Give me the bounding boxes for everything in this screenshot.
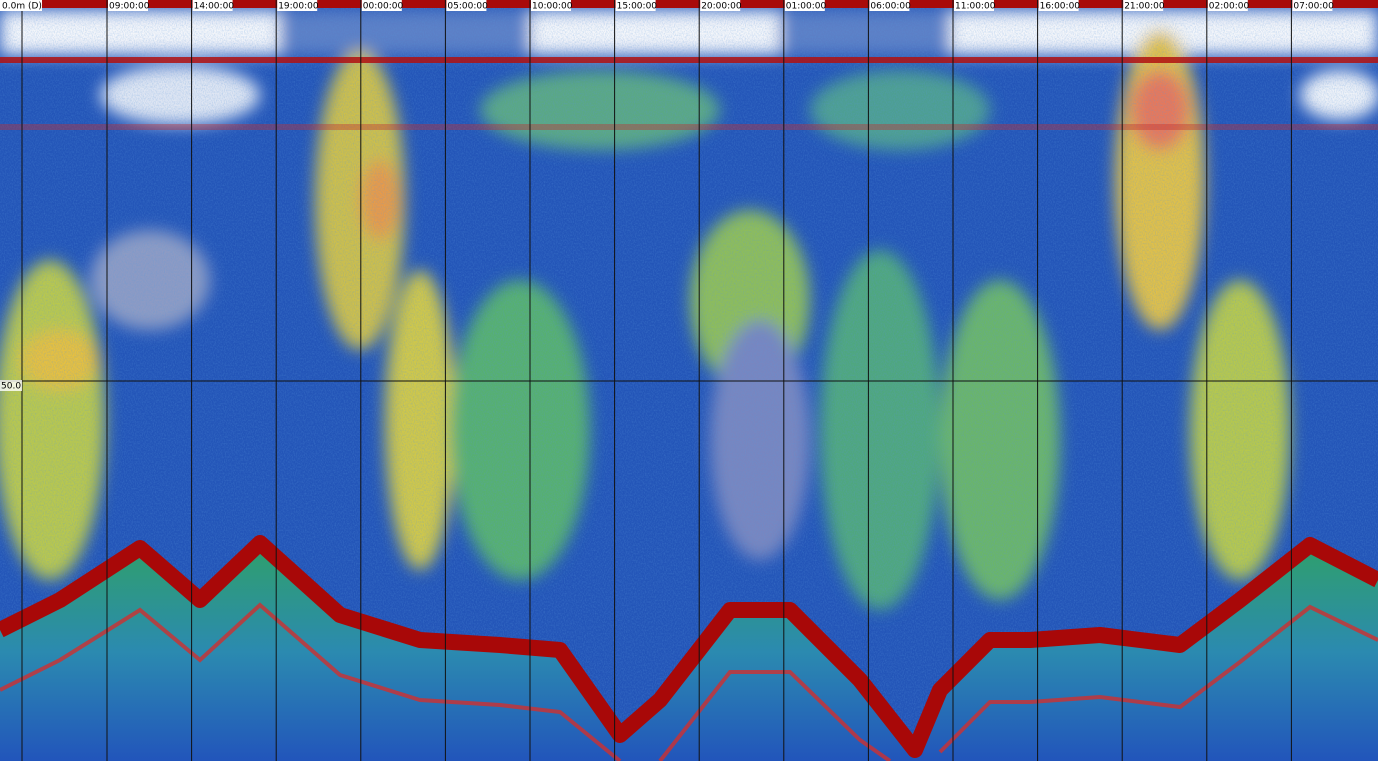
label-bg <box>108 0 148 11</box>
label-bg <box>361 0 402 11</box>
label-bg <box>1123 0 1164 11</box>
time-label: 01:00:00 <box>786 2 827 12</box>
label-bg <box>869 0 910 11</box>
top-bar <box>0 0 1378 8</box>
label-bg <box>0 0 42 11</box>
scatter-layer <box>0 124 1378 130</box>
label-bg <box>531 0 571 11</box>
time-label: 09:00:00 <box>109 2 150 12</box>
sub-bottom <box>0 543 1378 761</box>
depth-label: 0.0m (D) <box>2 2 42 12</box>
time-label: 02:00:00 <box>1209 2 1250 12</box>
time-label: 00:00:00 <box>363 2 404 12</box>
time-label: 21:00:00 <box>1124 2 1165 12</box>
label-bg <box>446 0 487 11</box>
label-bg <box>954 0 994 11</box>
time-label: 20:00:00 <box>701 2 742 12</box>
seabed <box>0 535 1378 758</box>
label-bg <box>1292 0 1333 11</box>
time-label: 07:00:00 <box>1293 2 1334 12</box>
label-bg <box>0 380 22 391</box>
time-label: 11:00:00 <box>955 2 996 12</box>
surface-line <box>0 57 1378 63</box>
time-label: 05:00:00 <box>447 2 488 12</box>
label-bg <box>1038 0 1079 11</box>
label-bg <box>615 0 656 11</box>
depth-marker: 50.0 <box>1 382 21 392</box>
time-axis: 09:00:00 14:00:00 19:00:00 00:00:00 05:00:00… <box>106 0 1334 761</box>
time-label: 14:00:00 <box>194 2 235 12</box>
time-label: 10:00:00 <box>532 2 573 12</box>
time-label: 19:00:00 <box>278 2 319 12</box>
time-label: 06:00:00 <box>870 2 911 12</box>
label-bg <box>1207 0 1248 11</box>
time-label: 16:00:00 <box>1040 2 1081 12</box>
label-bg <box>784 0 825 11</box>
time-label: 15:00:00 <box>617 2 658 12</box>
label-bg <box>192 0 233 11</box>
label-bg <box>277 0 318 11</box>
label-bg <box>700 0 741 11</box>
